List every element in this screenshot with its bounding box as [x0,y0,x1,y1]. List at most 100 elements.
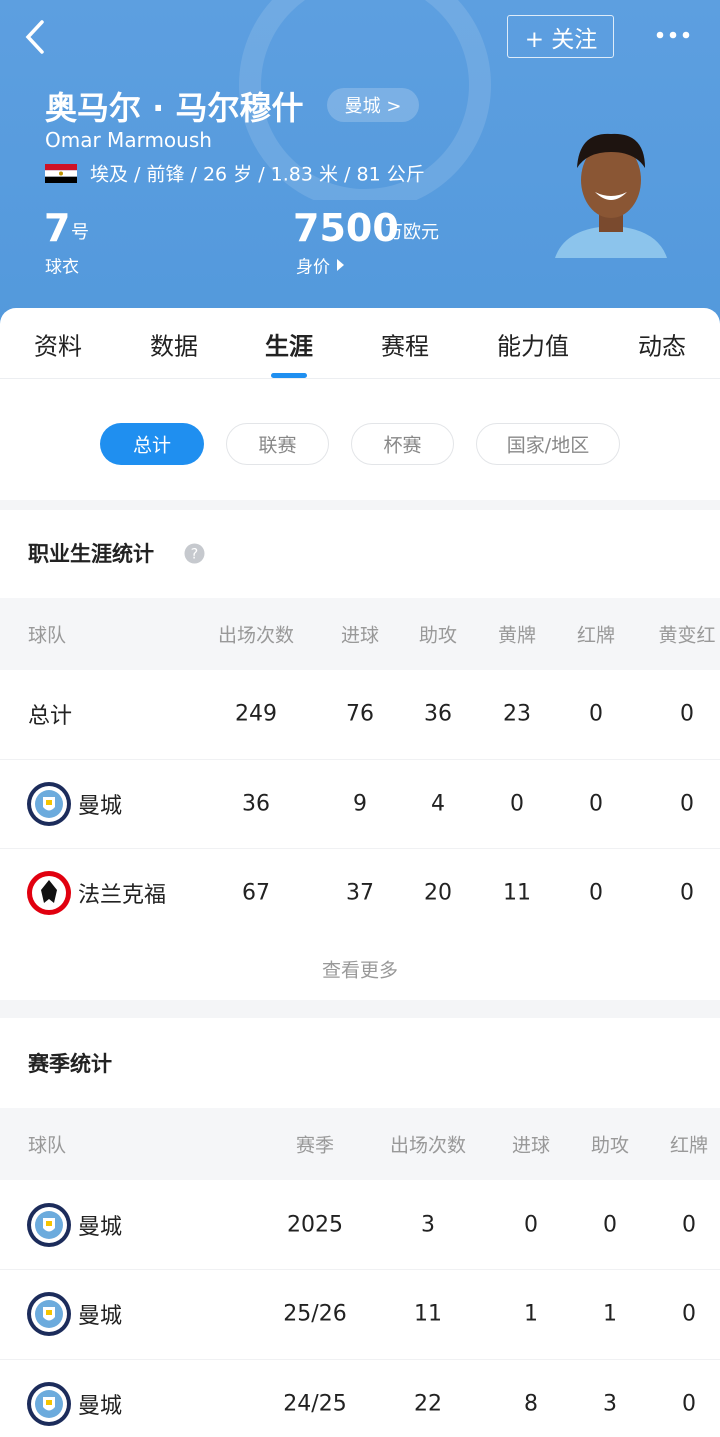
row-divider [0,1359,720,1360]
stat-cell: 0 [524,1212,538,1238]
column-header: 助攻 [418,624,458,647]
stat-cell: 2025 [287,1212,343,1238]
flag [45,164,77,183]
row-divider [0,759,720,760]
column-header: 进球 [340,624,380,647]
team-logo [27,1292,71,1336]
stat-cell: 11 [503,880,531,906]
stat-cell: 0 [680,880,694,906]
stat-cell: 0 [680,701,694,727]
column-header: 进球 [511,1134,551,1157]
svg-text:?: ? [191,547,198,563]
tab[interactable]: 生涯 [265,332,313,361]
content-panel [0,308,720,1437]
team-name[interactable]: 曼城 [78,1394,123,1419]
tab[interactable]: 数据 [150,332,198,361]
stat-cell: 37 [346,880,374,906]
stat-cell: 22 [414,1391,442,1417]
team-name[interactable]: 曼城 [78,794,123,819]
watermark [239,0,491,200]
market-value: 7500 [293,206,399,250]
team-name[interactable]: 曼城 [78,1215,123,1240]
filter-pill[interactable] [226,423,329,465]
section-title: 赛季统计 [28,1052,112,1076]
filter-pill[interactable] [100,423,204,465]
filter-label[interactable]: 总计 [132,434,172,457]
filter-pill[interactable] [476,423,620,465]
stat-cell: 0 [680,791,694,817]
filter-pill[interactable] [351,423,454,465]
section-title: 职业生涯统计 [28,542,154,566]
see-more[interactable]: 查看更多 [321,959,399,982]
market-value-label[interactable]: 身价 [296,257,330,278]
column-header: 出场次数 [389,1134,467,1157]
arrow-icon [337,259,344,271]
market-value-unit: 万欧元 [385,222,439,243]
follow-text[interactable]: + 关注 [524,27,598,53]
stat-cell: 36 [424,701,452,727]
player-photo [555,133,667,258]
more-menu[interactable] [654,28,694,42]
jersey-label: 球衣 [45,257,79,278]
player-info: 埃及 / 前锋 / 26 岁 / 1.83 米 / 81 公斤 [90,163,425,186]
back-button[interactable] [20,18,50,56]
jersey-number: 7 [44,206,71,250]
filter-label[interactable]: 联赛 [258,434,297,457]
row-divider [0,848,720,849]
stat-cell: 36 [242,791,270,817]
stat-cell: 0 [589,880,603,906]
team-logo [27,1382,71,1426]
tab[interactable]: 资料 [34,332,82,361]
stat-cell: 4 [431,791,445,817]
tab[interactable]: 赛程 [381,332,429,361]
stat-cell: 0 [682,1212,696,1238]
stat-cell: 1 [524,1301,538,1327]
row-divider [0,1269,720,1270]
player-name: 奥马尔 · 马尔穆什 [45,89,304,127]
stat-cell: 67 [242,880,270,906]
team-logo [27,782,71,826]
tab[interactable]: 能力值 [497,332,569,361]
filter-label[interactable]: 国家/地区 [506,434,590,457]
column-header: 红牌 [576,624,616,647]
column-header: 球队 [28,624,67,647]
stat-cell: 0 [510,791,524,817]
stat-cell: 0 [589,701,603,727]
team-logo [27,1203,71,1247]
team-name[interactable]: 曼城 [78,1304,123,1329]
section-separator [0,1000,720,1018]
stat-cell: 11 [414,1301,442,1327]
tab-divider [0,378,720,379]
stat-cell: 23 [503,701,531,727]
stat-cell: 3 [421,1212,435,1238]
column-header: 球队 [28,1134,67,1157]
club-link[interactable]: 曼城 > [344,96,402,117]
filter-label[interactable]: 杯赛 [383,434,422,457]
stat-cell: 0 [682,1301,696,1327]
stat-cell: 0 [589,791,603,817]
column-header: 黄变红 [658,624,716,647]
tab[interactable]: 动态 [638,332,686,361]
stat-cell: 3 [603,1391,617,1417]
follow-button[interactable] [507,15,614,58]
stat-cell: 0 [603,1212,617,1238]
club-pill[interactable] [327,88,419,122]
stat-cell: 0 [682,1391,696,1417]
stat-cell: 25/26 [283,1301,347,1327]
column-header: 赛季 [295,1134,335,1157]
player-name-en: Omar Marmoush [45,128,212,152]
tab-indicator [271,373,307,378]
stat-cell: 76 [346,701,374,727]
jersey-unit: 号 [71,222,89,243]
section-separator [0,500,720,510]
table-header-bg [0,598,720,670]
team-name[interactable]: 总计 [28,704,73,729]
team-name[interactable]: 法兰克福 [78,883,167,908]
stat-cell: 20 [424,880,452,906]
stat-cell: 249 [235,701,277,727]
column-header: 出场次数 [217,624,295,647]
column-header: 红牌 [669,1134,709,1157]
column-header: 助攻 [590,1134,630,1157]
help-icon[interactable]: ? [184,543,205,564]
